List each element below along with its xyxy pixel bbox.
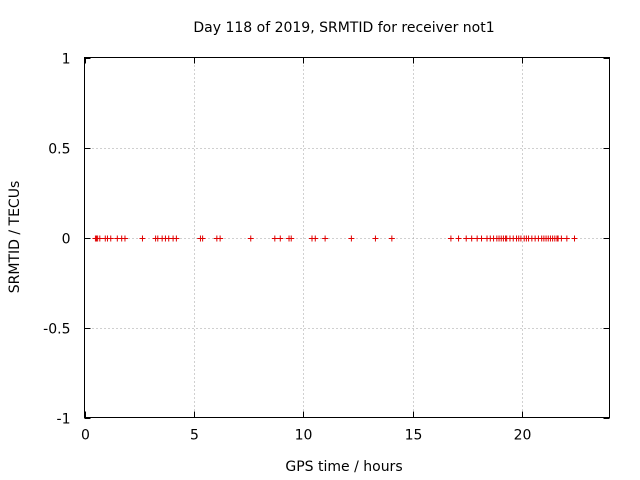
data-point <box>107 235 114 242</box>
data-point <box>372 235 379 242</box>
y-tick-label: 1 <box>62 52 71 68</box>
y-tick-labels: -1 -0.5 0 0.5 1 <box>43 52 70 428</box>
x-tick-labels: 0 5 10 15 20 <box>81 428 531 444</box>
y-tick-label: -0.5 <box>43 322 70 338</box>
data-point <box>199 235 206 242</box>
data-point <box>455 235 462 242</box>
data-point <box>312 235 319 242</box>
data-point <box>563 235 570 242</box>
data-point <box>277 235 284 242</box>
data-points <box>92 235 578 242</box>
y-tick-label: 0.5 <box>48 142 70 158</box>
tick-layer <box>84 57 610 419</box>
y-tick-label: -1 <box>57 412 71 428</box>
x-tick-label: 0 <box>81 428 90 444</box>
data-point <box>173 235 180 242</box>
data-point <box>288 235 295 242</box>
data-point <box>271 235 278 242</box>
grid-layer <box>84 57 610 418</box>
y-axis-label: SRMTID / TECUs <box>7 181 23 294</box>
data-point <box>217 235 224 242</box>
data-point <box>468 235 475 242</box>
data-point <box>558 235 565 242</box>
x-axis-label: GPS time / hours <box>285 459 402 475</box>
data-point <box>478 235 485 242</box>
data-point <box>247 235 254 242</box>
data-point <box>139 235 146 242</box>
data-point <box>447 235 454 242</box>
x-tick-label: 20 <box>514 428 532 444</box>
plot-frame <box>84 57 610 418</box>
chart-title: Day 118 of 2019, SRMTID for receiver not… <box>193 20 494 36</box>
data-point <box>348 235 355 242</box>
data-point <box>571 235 578 242</box>
y-tick-label: 0 <box>62 232 71 248</box>
data-point <box>463 235 470 242</box>
x-tick-label: 5 <box>190 428 199 444</box>
data-point <box>322 235 329 242</box>
data-point <box>121 235 128 242</box>
x-tick-label: 10 <box>295 428 313 444</box>
data-point <box>96 235 103 242</box>
data-point <box>388 235 395 242</box>
x-tick-label: 15 <box>405 428 423 444</box>
